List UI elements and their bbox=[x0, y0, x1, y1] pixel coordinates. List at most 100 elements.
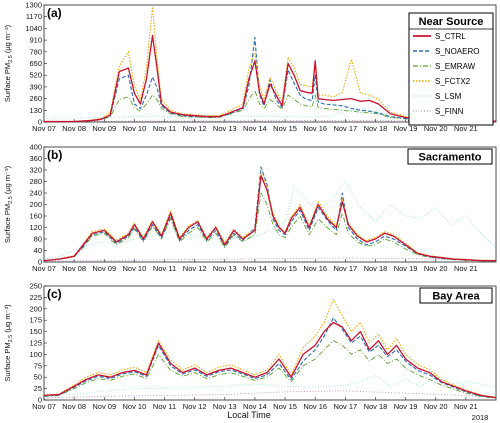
y-tick-label-2-2: 50 bbox=[34, 373, 42, 382]
y-tick-label-0-1: 130 bbox=[29, 106, 42, 115]
y-tick-label-2-0: 0 bbox=[38, 396, 42, 405]
y-tick-label-2-10: 250 bbox=[29, 282, 42, 291]
x-tick-label-0-7: Nov 14 bbox=[243, 124, 267, 133]
y-tick-label-0-2: 260 bbox=[29, 94, 42, 103]
x-tick-label-0-14: Nov 21 bbox=[454, 124, 478, 133]
x-tick-label-1-7: Nov 14 bbox=[243, 264, 267, 273]
x-tick-label-1-3: Nov 10 bbox=[123, 264, 147, 273]
y-tick-label-1-7: 280 bbox=[29, 177, 42, 186]
y-axis-label-1: Surface PM2.5 (μg m⁻³) bbox=[3, 165, 14, 243]
y-tick-label-1-6: 240 bbox=[29, 189, 42, 198]
y-tick-label-1-4: 160 bbox=[29, 212, 42, 221]
x-tick-label-1-12: Nov 19 bbox=[394, 264, 418, 273]
y-tick-label-0-3: 390 bbox=[29, 82, 42, 91]
y-axis-label-2: Surface PM2.5 (μg m⁻³) bbox=[3, 304, 14, 382]
x-tick-label-1-14: Nov 21 bbox=[454, 264, 478, 273]
y-axis-label-0: Surface PM2.5 (μg m⁻³) bbox=[3, 24, 14, 102]
y-tick-label-0-10: 1300 bbox=[25, 1, 42, 10]
legend-label-s-emraw: S_EMRAW bbox=[435, 62, 476, 71]
y-tick-label-0-4: 520 bbox=[29, 71, 42, 80]
x-tick-label-2-13: Nov 20 bbox=[424, 402, 448, 411]
series-line-s-finn-1 bbox=[43, 257, 497, 262]
y-tick-label-2-6: 150 bbox=[29, 327, 42, 336]
series-line-s-noaero-2 bbox=[43, 317, 497, 399]
x-tick-label-2-5: Nov 12 bbox=[183, 402, 207, 411]
x-tick-label-0-4: Nov 11 bbox=[153, 124, 176, 133]
legend-label-s-ctrl: S_CTRL bbox=[435, 32, 466, 41]
y-tick-label-1-2: 80 bbox=[34, 235, 42, 244]
legend-label-s-finn: S_FINN bbox=[435, 107, 464, 116]
x-tick-label-0-8: Nov 15 bbox=[273, 124, 297, 133]
legend-label-s-noaero: S_NOAERO bbox=[435, 47, 479, 56]
series-line-s-ctrl-0 bbox=[44, 34, 496, 123]
x-tick-label-1-2: Nov 09 bbox=[92, 264, 116, 273]
x-tick-label-0-1: Nov 08 bbox=[62, 124, 86, 133]
series-line-s-finn-2 bbox=[43, 390, 497, 399]
panel-label-0: (a) bbox=[47, 6, 62, 20]
series-line-s-ctrl-1 bbox=[43, 175, 496, 262]
y-tick-label-1-3: 120 bbox=[29, 223, 42, 232]
legend-title: Near Source bbox=[419, 16, 484, 28]
x-tick-label-0-11: Nov 18 bbox=[364, 124, 388, 133]
x-tick-label-0-2: Nov 09 bbox=[92, 124, 116, 133]
region-title-1: Sacramento bbox=[419, 152, 482, 164]
y-tick-label-0-9: 1170 bbox=[26, 12, 42, 21]
plot-area-2 bbox=[43, 285, 497, 401]
y-tick-label-2-3: 75 bbox=[34, 361, 42, 370]
x-tick-label-2-12: Nov 19 bbox=[394, 402, 418, 411]
legend-label-s-fctx2: S_FCTX2 bbox=[435, 77, 471, 86]
y-tick-label-1-5: 200 bbox=[29, 200, 42, 209]
x-tick-label-1-6: Nov 13 bbox=[213, 264, 237, 273]
y-tick-label-1-1: 40 bbox=[34, 246, 42, 255]
series-line-s-emraw-2 bbox=[43, 340, 497, 399]
x-tick-label-0-5: Nov 12 bbox=[183, 124, 207, 133]
x-tick-label-1-0: Nov 07 bbox=[32, 264, 56, 273]
y-tick-label-0-6: 780 bbox=[29, 47, 42, 56]
y-tick-label-2-7: 175 bbox=[29, 316, 42, 325]
y-tick-label-0-8: 1040 bbox=[25, 24, 42, 33]
region-box-2 bbox=[419, 287, 493, 304]
x-tick-label-1-11: Nov 18 bbox=[364, 264, 388, 273]
x-tick-label-0-6: Nov 13 bbox=[213, 124, 237, 133]
series-line-s-fctx2-2 bbox=[43, 299, 497, 398]
y-tick-label-2-4: 100 bbox=[29, 350, 42, 359]
x-tick-label-2-6: Nov 13 bbox=[213, 402, 237, 411]
series-line-s-emraw-1 bbox=[43, 192, 496, 262]
series-line-s-lsm-2 bbox=[43, 374, 497, 396]
x-tick-label-1-13: Nov 20 bbox=[424, 264, 448, 273]
y-tick-label-2-8: 200 bbox=[29, 304, 42, 313]
x-tick-label-2-0: Nov 07 bbox=[32, 402, 56, 411]
x-tick-label-2-1: Nov 08 bbox=[62, 402, 86, 411]
x-tick-label-2-3: Nov 10 bbox=[123, 402, 147, 411]
x-tick-label-2-11: Nov 18 bbox=[364, 402, 388, 411]
panel-label-1: (b) bbox=[47, 148, 62, 162]
series-line-s-ctrl-2 bbox=[43, 321, 497, 399]
x-tick-label-1-9: Nov 16 bbox=[303, 264, 327, 273]
y-tick-label-0-5: 650 bbox=[29, 59, 42, 68]
series-line-s-finn-0 bbox=[43, 119, 497, 122]
panel-label-2: (c) bbox=[47, 287, 62, 301]
legend-label-s-lsm: S_LSM bbox=[435, 92, 462, 101]
y-tick-label-2-1: 25 bbox=[34, 384, 42, 393]
x-tick-label-0-10: Nov 17 bbox=[333, 124, 357, 133]
y-tick-label-0-7: 910 bbox=[29, 36, 42, 45]
series-line-s-emraw-0 bbox=[44, 90, 496, 122]
y-tick-label-1-0: 0 bbox=[38, 258, 42, 267]
series-line-s-fctx2-0 bbox=[44, 6, 496, 123]
y-tick-label-1-8: 320 bbox=[29, 166, 42, 175]
x-tick-label-0-3: Nov 10 bbox=[123, 124, 147, 133]
x-tick-label-0-13: Nov 20 bbox=[424, 124, 448, 133]
x-tick-label-2-7: Nov 14 bbox=[243, 402, 267, 411]
y-tick-label-1-10: 400 bbox=[29, 143, 42, 152]
x-axis-label: Local Time bbox=[227, 410, 271, 420]
x-tick-label-2-2: Nov 09 bbox=[92, 402, 116, 411]
x-tick-label-1-4: Nov 11 bbox=[153, 264, 176, 273]
x-tick-label-1-8: Nov 15 bbox=[273, 264, 297, 273]
legend-box bbox=[408, 12, 494, 126]
x-tick-label-1-10: Nov 17 bbox=[333, 264, 357, 273]
x-tick-label-2-14: Nov 21 bbox=[454, 402, 478, 411]
x-tick-label-2-9: Nov 16 bbox=[303, 402, 327, 411]
x-axis-year-label: 2018 bbox=[472, 413, 489, 422]
y-tick-label-1-9: 360 bbox=[29, 154, 42, 163]
